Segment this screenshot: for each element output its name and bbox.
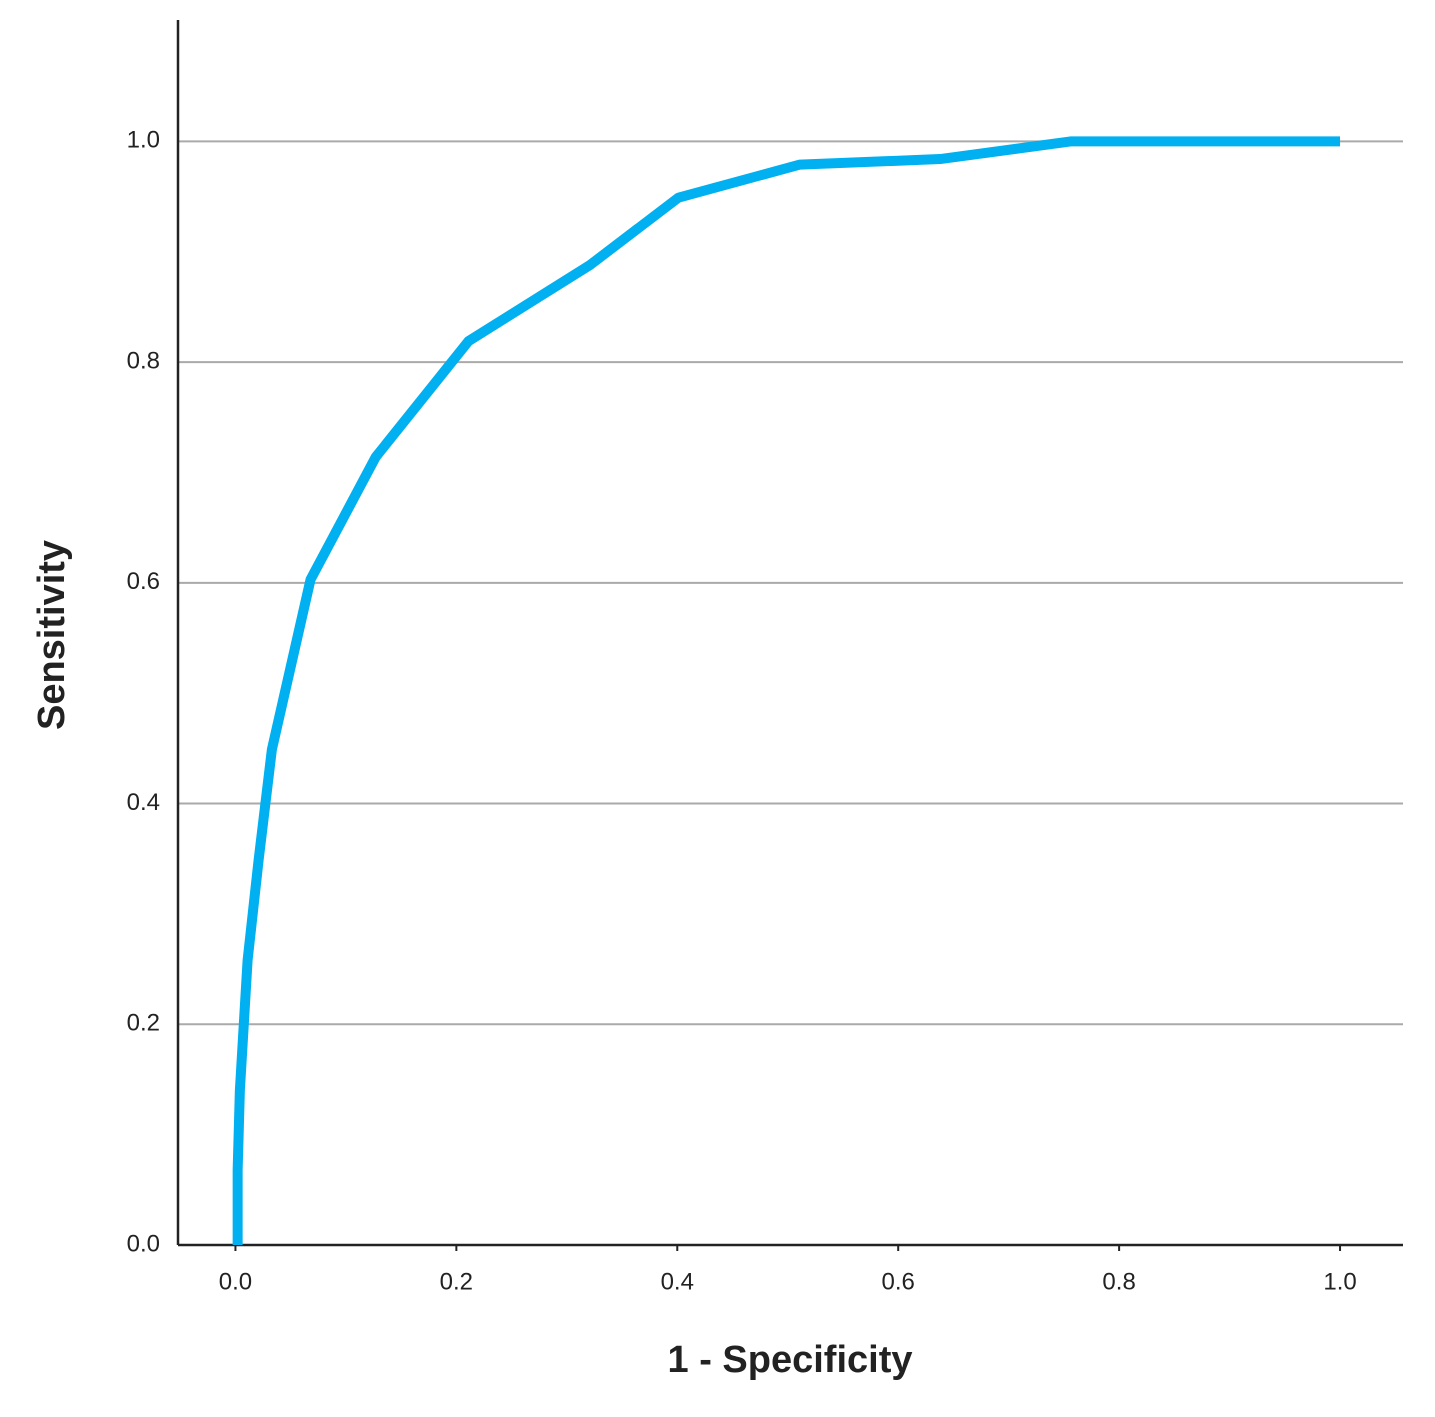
y-axis-title: Sensitivity — [31, 540, 73, 730]
x-tick-label: 0.8 — [1102, 1268, 1135, 1295]
y-tick-label: 0.4 — [127, 789, 160, 816]
roc-line — [232, 136, 1341, 1245]
y-tick-label: 0.8 — [127, 347, 160, 374]
y-tick-label: 0.6 — [127, 568, 160, 595]
y-tick-label: 0.2 — [127, 1010, 160, 1037]
y-tick-label: 1.0 — [127, 127, 160, 154]
x-axis-title: 1 - Specificity — [668, 1339, 913, 1381]
x-tick-label: 0.2 — [440, 1268, 473, 1295]
x-tick-label: 0.4 — [661, 1268, 694, 1295]
x-tick-label: 0.0 — [219, 1268, 252, 1295]
y-tick-label: 0.0 — [127, 1230, 160, 1257]
x-tick-label: 0.6 — [882, 1268, 915, 1295]
x-tick-label: 1.0 — [1323, 1268, 1356, 1295]
